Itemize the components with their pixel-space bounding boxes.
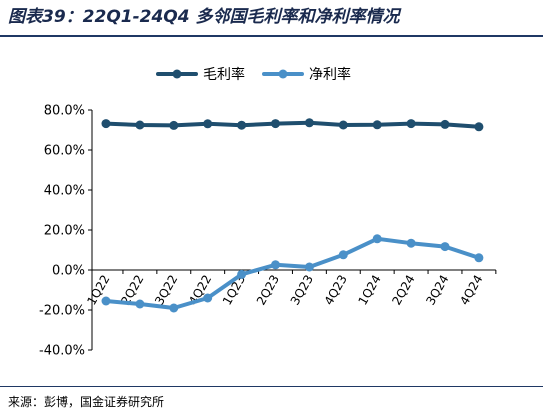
data-point (271, 119, 280, 129)
series-line (104, 236, 481, 310)
y-tick-label: 0.0% (52, 264, 85, 279)
series-1 (101, 118, 484, 132)
x-tick-label: 3Q22 (152, 273, 180, 308)
x-tick-label: 4Q24 (457, 273, 485, 308)
data-point (135, 299, 145, 309)
legend-label: 毛利率 (203, 66, 245, 83)
data-point (440, 242, 450, 252)
legend: 毛利率 净利率 (156, 66, 351, 83)
y-tick-label: 60.0% (44, 144, 85, 159)
series-2 (101, 234, 484, 313)
data-point (237, 120, 247, 130)
x-tick-label: 4Q23 (322, 273, 350, 308)
data-point (440, 119, 450, 129)
title-rule (0, 35, 543, 37)
x-tick-label: 3Q24 (423, 273, 451, 308)
chart: 毛利率 净利率 80.0% 60.0% 40.0% 20.0% 0.0% -20.0% -40… (39, 66, 497, 359)
data-point (271, 260, 280, 270)
y-tick-label: 40.0% (44, 184, 85, 199)
data-point (372, 120, 382, 130)
data-point (474, 122, 484, 132)
data-point (169, 303, 179, 313)
chart-title: 图表39：22Q1-24Q4 多邻国毛利率和净利率情况 (8, 7, 400, 27)
data-point (304, 262, 314, 272)
source-rule (0, 386, 543, 387)
series-layer (101, 118, 484, 313)
x-tick-label: 2Q23 (254, 273, 282, 308)
y-tick-label: -20.0% (39, 304, 85, 319)
data-point (406, 119, 416, 129)
y-tick-label: -40.0% (39, 344, 85, 359)
source-note: 来源：彭博，国金证券研究所 (8, 395, 165, 409)
series-line (104, 120, 481, 129)
data-point (338, 250, 348, 260)
x-tick-label: 3Q23 (288, 273, 316, 308)
legend-marker (278, 69, 288, 79)
data-point (135, 120, 145, 130)
y-tick-label: 20.0% (44, 224, 85, 239)
x-tick-label: 1Q24 (355, 273, 383, 308)
x-tick-label: 2Q24 (389, 273, 417, 308)
y-tick-label: 80.0% (44, 104, 85, 119)
data-point (338, 120, 348, 130)
y-axis: 80.0% 60.0% 40.0% 20.0% 0.0% -20.0% -40.0% (39, 104, 93, 359)
data-point (406, 238, 416, 248)
data-point (101, 296, 111, 306)
data-point (203, 119, 213, 129)
x-axis: 1Q22 2Q22 3Q22 4Q22 1Q23 2Q23 3Q23 4Q23 1Q24 2Q24… (84, 269, 497, 308)
data-point (372, 234, 382, 244)
legend-label: 净利率 (309, 66, 351, 83)
data-point (169, 120, 179, 130)
data-point (304, 118, 314, 128)
data-point (237, 269, 247, 279)
data-point (474, 253, 484, 263)
data-point (101, 119, 111, 129)
data-point (203, 293, 213, 303)
legend-marker (172, 69, 182, 79)
